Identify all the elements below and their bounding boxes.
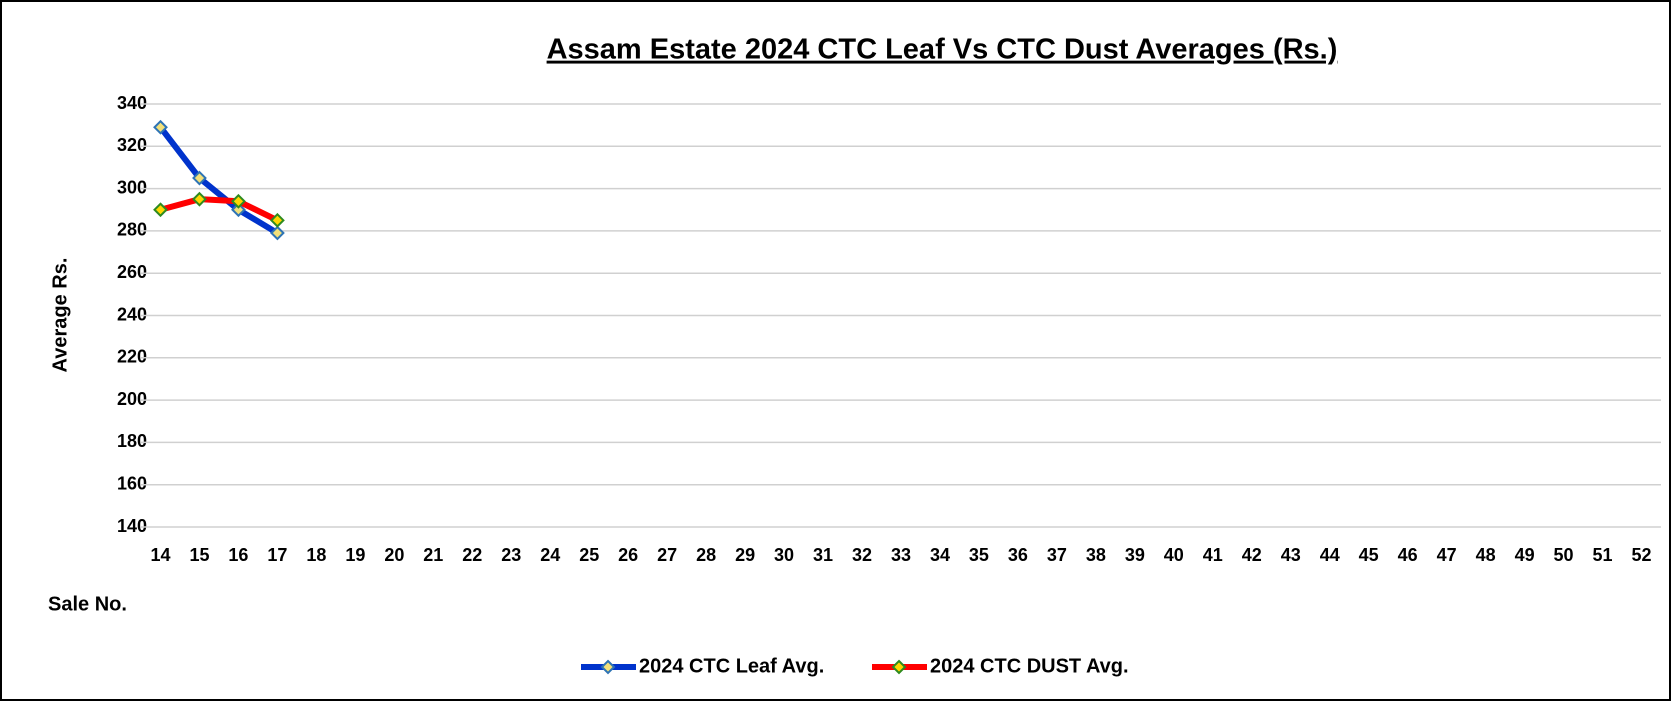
chart-title: Assam Estate 2024 CTC Leaf Vs CTC Dust A… — [547, 34, 1338, 66]
x-axis-label: Sale No. — [48, 593, 127, 615]
x-tick-label: 52 — [1631, 545, 1651, 565]
x-tick-label: 35 — [969, 545, 989, 565]
series-line — [158, 125, 279, 236]
legend-label: 2024 CTC DUST Avg. — [930, 655, 1129, 677]
data-point — [153, 119, 168, 135]
x-tick-label: 33 — [891, 545, 911, 565]
legend-label: 2024 CTC Leaf Avg. — [639, 655, 824, 677]
data-point — [192, 170, 207, 186]
x-tick-label: 46 — [1398, 545, 1418, 565]
x-tick-label: 25 — [579, 545, 599, 565]
x-tick-label: 27 — [657, 545, 677, 565]
x-tick-label: 19 — [345, 545, 365, 565]
x-tick-label: 31 — [813, 545, 833, 565]
x-tick-label: 37 — [1047, 545, 1067, 565]
x-tick-label: 36 — [1008, 545, 1028, 565]
data-point — [269, 225, 285, 241]
data-point — [269, 212, 285, 228]
x-tick-label: 23 — [501, 545, 521, 565]
x-tick-label: 22 — [462, 545, 482, 565]
y-tick-label: 160 — [117, 473, 147, 493]
y-tick-label: 340 — [117, 93, 147, 113]
x-tick-label: 21 — [423, 545, 443, 565]
x-tick-label: 49 — [1515, 545, 1535, 565]
y-tick-label: 320 — [117, 135, 147, 155]
x-tick-label: 45 — [1359, 545, 1379, 565]
y-tick-label: 200 — [117, 389, 147, 409]
x-tick-label: 44 — [1320, 545, 1340, 565]
legend-marker — [600, 659, 616, 675]
data-point — [231, 202, 246, 218]
x-tick-label: 42 — [1242, 545, 1262, 565]
x-tick-label: 28 — [696, 545, 716, 565]
x-tick-label: 26 — [618, 545, 638, 565]
x-tick-label: 34 — [930, 545, 950, 565]
x-tick-label: 18 — [306, 545, 326, 565]
x-tick-label: 39 — [1125, 545, 1145, 565]
x-tick-label: 50 — [1554, 545, 1574, 565]
x-tick-label: 20 — [384, 545, 404, 565]
legend-marker — [891, 659, 907, 675]
x-tick-label: 16 — [228, 545, 248, 565]
x-tick-label: 29 — [735, 545, 755, 565]
data-point — [153, 202, 168, 218]
data-point — [231, 193, 246, 209]
x-tick-label: 47 — [1437, 545, 1457, 565]
x-tick-label: 24 — [540, 545, 560, 565]
y-tick-label: 180 — [117, 431, 147, 451]
x-tick-label: 32 — [852, 545, 872, 565]
y-tick-label: 260 — [117, 262, 147, 282]
data-point — [192, 191, 207, 207]
y-axis-label: Average Rs. — [49, 258, 71, 373]
y-tick-label: 300 — [117, 177, 147, 197]
x-tick-label: 40 — [1164, 545, 1184, 565]
x-tick-label: 43 — [1281, 545, 1301, 565]
x-tick-label: 41 — [1203, 545, 1223, 565]
x-tick-label: 17 — [267, 545, 287, 565]
y-tick-label: 280 — [117, 220, 147, 240]
x-tick-label: 14 — [150, 545, 170, 565]
x-tick-label: 38 — [1086, 545, 1106, 565]
x-tick-label: 48 — [1476, 545, 1496, 565]
series-line — [159, 196, 279, 224]
x-tick-label: 51 — [1593, 545, 1613, 565]
y-tick-label: 240 — [117, 304, 147, 324]
y-tick-label: 140 — [117, 516, 147, 536]
x-tick-label: 15 — [189, 545, 209, 565]
y-tick-label: 220 — [117, 347, 147, 367]
x-tick-label: 30 — [774, 545, 794, 565]
